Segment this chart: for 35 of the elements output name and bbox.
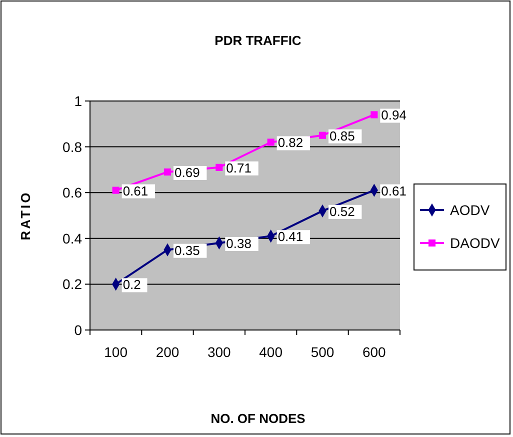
data-label: 0.52 [330,204,355,219]
data-label: 0.85 [330,128,355,144]
legend-label: AODV [450,202,490,218]
data-label: 0.69 [174,164,200,180]
data-label: 0.61 [381,183,406,198]
point [112,186,120,194]
legend-label: DAODV [450,235,500,251]
x-tick-label: 100 [104,344,128,360]
y-tick-label: 0.2 [62,276,82,292]
y-tick-label: 0 [74,322,82,338]
y-axis-title: RATIO [18,190,33,240]
data-label: 0.35 [174,242,200,258]
x-tick-label: 600 [362,344,386,360]
y-tick-label: 0.4 [62,230,82,246]
y-tick-label: 0.8 [62,138,82,155]
x-tick-label: 400 [259,344,283,360]
x-tick-label: 300 [207,344,232,360]
data-label: 0.41 [278,229,304,244]
data-label: 0.61 [122,183,148,198]
data-label: 0.71 [226,160,252,176]
point [267,138,274,146]
data-label: 0.38 [226,236,252,251]
point [318,132,326,139]
data-label: 0.2 [122,277,141,292]
point [370,111,378,118]
point [216,164,223,171]
y-tick-label: 1 [74,93,82,109]
x-axis-title: NO. OF NODES [210,411,306,426]
data-label: 0.94 [381,108,406,123]
y-tick-label: 0.6 [62,184,82,201]
point [164,168,172,176]
chart-title: PDR TRAFFIC [214,33,302,48]
x-tick-label: 500 [310,344,334,360]
x-tick-label: 200 [156,344,180,360]
data-label: 0.82 [278,135,304,150]
